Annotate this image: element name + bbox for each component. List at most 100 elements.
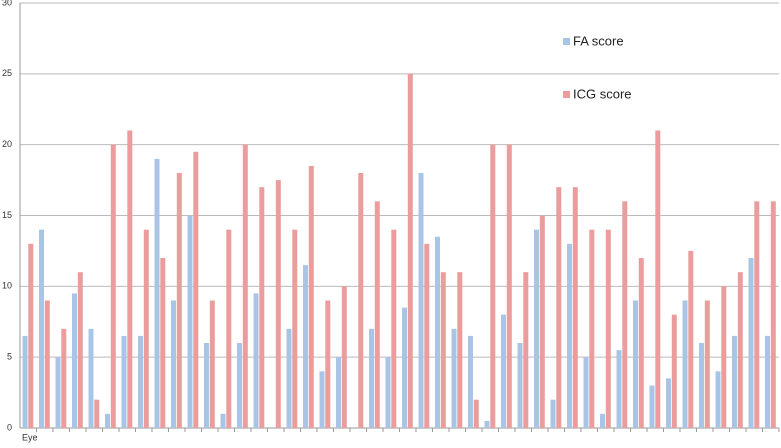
bar — [402, 307, 407, 428]
y-tick-label: 20 — [2, 139, 12, 149]
bar — [457, 272, 463, 428]
bar — [622, 201, 628, 428]
bar — [556, 187, 562, 428]
bar — [484, 420, 490, 428]
bar — [600, 413, 605, 428]
bar — [572, 187, 578, 428]
y-tick-label: 30 — [2, 0, 12, 7]
x-tick-label: Eye — [22, 432, 38, 442]
bar — [583, 357, 589, 428]
bar — [242, 144, 248, 428]
bar — [737, 272, 743, 428]
bar — [341, 286, 347, 428]
bar — [605, 229, 611, 428]
bar — [44, 300, 50, 428]
bar — [424, 243, 430, 428]
bar — [94, 399, 100, 428]
bar — [385, 357, 391, 428]
bar — [39, 229, 44, 428]
bar — [110, 144, 116, 428]
bar — [501, 314, 506, 428]
legend-swatch — [563, 38, 570, 45]
bar — [303, 265, 308, 428]
bar — [319, 371, 325, 428]
bar — [748, 258, 754, 428]
bar — [204, 343, 209, 428]
bar — [704, 300, 710, 428]
bar — [506, 144, 512, 428]
bar — [616, 350, 622, 428]
bar — [550, 399, 556, 428]
bar — [655, 130, 661, 428]
bar — [121, 335, 127, 428]
bar — [534, 229, 539, 428]
bar — [72, 293, 77, 428]
bar — [490, 144, 496, 428]
bar — [765, 335, 770, 428]
y-tick-label: 25 — [2, 68, 12, 78]
bar — [237, 343, 242, 428]
y-tick-label: 5 — [7, 352, 12, 362]
bar — [88, 328, 94, 428]
bar — [171, 300, 176, 428]
bar — [440, 272, 446, 428]
bar — [699, 343, 704, 428]
bar — [226, 229, 232, 428]
bar — [451, 328, 457, 428]
bar — [143, 229, 149, 428]
bar — [28, 243, 34, 428]
bar — [209, 300, 215, 428]
bar — [770, 201, 776, 428]
y-tick-label: 0 — [7, 422, 12, 432]
bar — [325, 300, 331, 428]
y-tick-label: 15 — [2, 210, 12, 220]
bar — [391, 229, 397, 428]
bar — [688, 250, 694, 428]
bar — [666, 378, 671, 428]
bar — [138, 335, 143, 428]
bar — [193, 151, 199, 428]
bar — [220, 413, 226, 428]
bar — [187, 215, 193, 428]
bar — [649, 385, 655, 428]
bar — [105, 413, 110, 428]
bar — [259, 187, 265, 428]
bar — [539, 215, 545, 428]
bar — [682, 300, 688, 428]
bar — [633, 300, 638, 428]
bar — [638, 258, 644, 428]
bar — [517, 343, 523, 428]
bar — [176, 173, 182, 428]
legend-label: ICG score — [573, 86, 632, 101]
bar — [55, 357, 61, 428]
bar — [308, 165, 314, 428]
bar — [61, 328, 67, 428]
legend-swatch — [563, 91, 570, 98]
bar — [407, 73, 413, 428]
bar — [732, 335, 737, 428]
bar — [567, 243, 572, 428]
legend-label: FA score — [573, 33, 624, 48]
bar — [468, 335, 473, 428]
y-tick-label: 10 — [2, 281, 12, 291]
bar — [715, 371, 721, 428]
bar — [671, 314, 677, 428]
bar — [435, 236, 440, 428]
bar — [754, 201, 760, 428]
bar — [523, 272, 529, 428]
bar — [721, 286, 727, 428]
bar — [473, 399, 479, 428]
bar — [160, 258, 166, 428]
legend: FA score ICG score — [563, 33, 632, 101]
bar — [336, 357, 341, 428]
bar — [154, 158, 160, 429]
bar — [127, 130, 133, 428]
bar — [22, 335, 28, 428]
bar — [286, 328, 292, 428]
bar — [292, 229, 298, 428]
bar — [275, 180, 281, 428]
bar — [77, 272, 83, 428]
bar — [358, 173, 364, 428]
bar — [418, 173, 424, 428]
